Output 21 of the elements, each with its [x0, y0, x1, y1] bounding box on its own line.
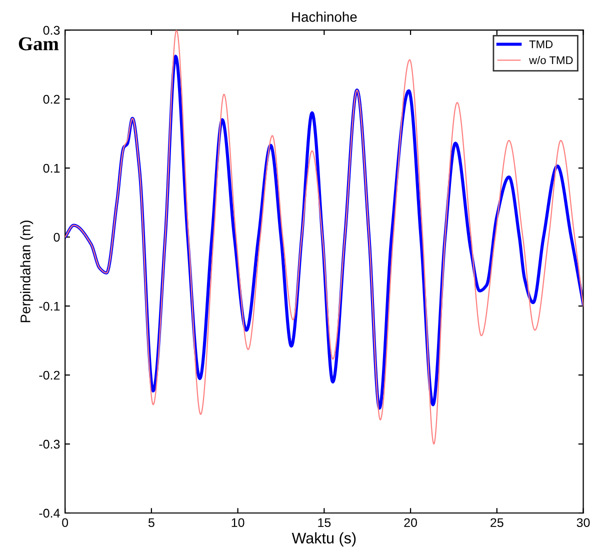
legend-label: w/o TMD — [529, 56, 573, 64]
y-tick-label: -0.1 — [39, 302, 60, 311]
x-tick-label: 30 — [576, 518, 590, 528]
x-axis-title: Waktu (s) — [292, 532, 356, 547]
x-tick-label: 15 — [318, 518, 331, 528]
x-tick-label: 20 — [404, 518, 417, 528]
x-tick-label: 5 — [148, 518, 154, 528]
y-tick-label: 0.3 — [43, 26, 60, 35]
y-tick-label: -0.3 — [39, 440, 60, 449]
x-tick-label: 25 — [490, 518, 504, 528]
legend-label: TMD — [529, 40, 553, 48]
y-tick-label: 0.2 — [43, 94, 60, 104]
y-tick-label: -0.2 — [39, 370, 60, 380]
y-axis-title: Perpindahan (m) — [20, 220, 34, 322]
y-tick-label: -0.4 — [39, 508, 60, 518]
x-tick-label: 0 — [62, 518, 68, 528]
y-tick-label: 0.1 — [43, 164, 60, 173]
y-tick-label: 0 — [54, 232, 60, 242]
chart-title: Hachinohe — [292, 12, 357, 22]
x-tick-label: 10 — [232, 518, 244, 528]
text: Gam — [18, 37, 59, 50]
